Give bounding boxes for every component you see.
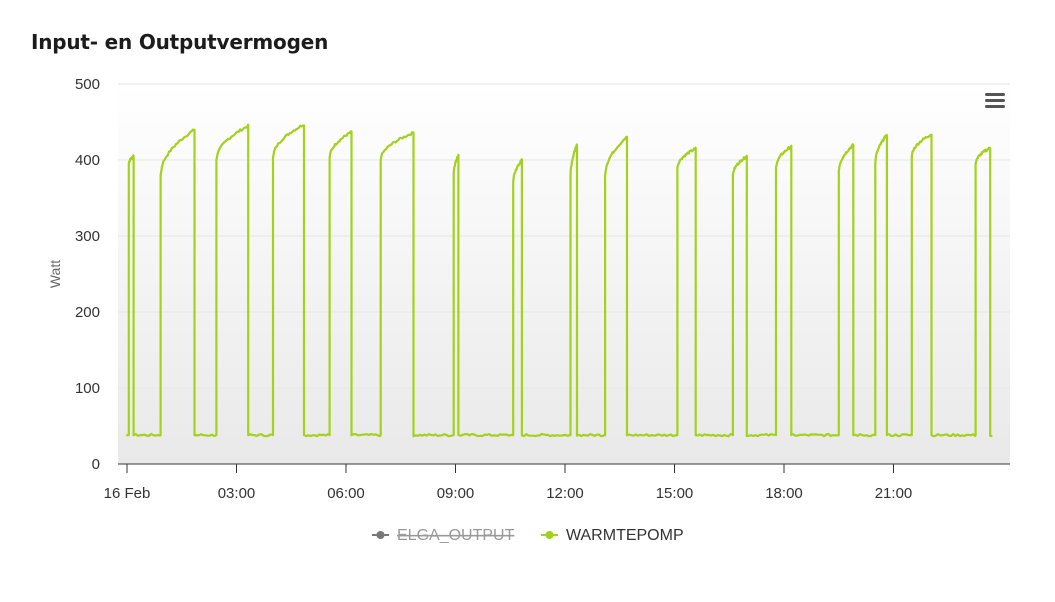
y-tick-label: 200 (75, 304, 100, 321)
x-tick-label: 03:00 (218, 485, 256, 502)
legend-marker-symbol (545, 531, 554, 539)
legend-item-warmtepomp[interactable]: WARMTEPOMP (541, 527, 684, 544)
series-line-warmtepomp (125, 123, 993, 438)
x-tick-label: 12:00 (546, 485, 584, 502)
x-tick-label: 06:00 (327, 485, 365, 502)
legend-marker-symbol (376, 531, 385, 539)
y-tick-label: 0 (92, 456, 100, 473)
menu-bar (985, 93, 1005, 96)
x-tick-label: 15:00 (656, 485, 694, 502)
y-tick-label: 100 (75, 380, 100, 397)
legend-item-elga-output[interactable]: ELGA_OUTPUT (372, 527, 515, 544)
legend-label: WARMTEPOMP (566, 527, 684, 544)
menu-bar (985, 99, 1005, 102)
y-tick-label: 500 (75, 76, 100, 93)
y-axis-label: Watt (47, 260, 63, 288)
x-tick-label: 09:00 (437, 485, 475, 502)
chart-title: Input- en Outputvermogen (31, 30, 329, 54)
x-tick-label: 16 Feb (104, 485, 151, 502)
hamburger-menu-icon[interactable] (980, 90, 1010, 116)
x-tick-label: 21:00 (875, 485, 913, 502)
y-tick-label: 300 (75, 228, 100, 245)
legend-label: ELGA_OUTPUT (397, 527, 515, 544)
x-tick-label: 18:00 (765, 485, 803, 502)
y-tick-label: 400 (75, 152, 100, 169)
plot-area (118, 84, 1010, 464)
menu-bar (985, 105, 1005, 108)
